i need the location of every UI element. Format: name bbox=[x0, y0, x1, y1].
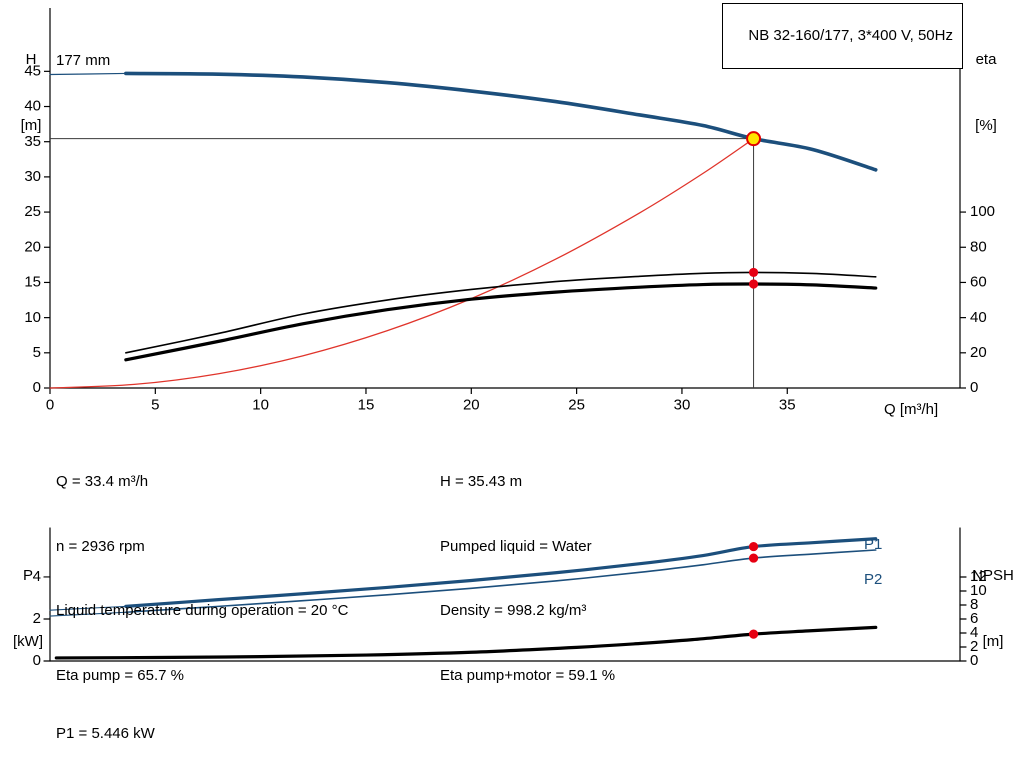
h-axis-symbol: H bbox=[25, 51, 37, 68]
npsh-axis-title: NPSH [m] bbox=[969, 521, 1017, 697]
npsh-axis-unit: [m] bbox=[982, 633, 1004, 650]
info-line-pumped-liquid: Pumped liquid = Water bbox=[440, 537, 592, 555]
q-axis-title: Q [m³/h] bbox=[884, 401, 939, 418]
h-axis-title: H [m] bbox=[13, 5, 49, 181]
npsh-axis-symbol: NPSH bbox=[972, 567, 1014, 584]
info-line-liquid-temp: Liquid temperature during operation = 20… bbox=[56, 602, 349, 619]
eta-axis-symbol: eta bbox=[975, 51, 997, 68]
info-line-h: H = 35.43 m bbox=[440, 473, 523, 490]
duty-info-right: H = 35.43 m Pumped liquid = Water Densit… bbox=[440, 428, 615, 729]
impeller-diameter-label: 177 mm bbox=[56, 52, 111, 69]
p1-curve-label: P1 bbox=[864, 536, 883, 553]
info-line-eta-pump: Eta pump = 65.7 % bbox=[56, 666, 184, 684]
info-line-n: n = 2936 rpm bbox=[56, 537, 145, 555]
h-axis-unit: [m] bbox=[20, 117, 42, 134]
pump-type-label: NB 32-160/177, 3*400 V, 50Hz bbox=[748, 27, 953, 44]
duty-info-left: Q = 33.4 m³/h n = 2936 rpm Liquid temper… bbox=[56, 428, 348, 729]
info-line-eta-pump-motor: Eta pump+motor = 59.1 % bbox=[440, 666, 616, 684]
pump-type-box: NB 32-160/177, 3*400 V, 50Hz bbox=[721, 3, 963, 69]
info-line-q: Q = 33.4 m³/h bbox=[56, 473, 149, 490]
p-axis-title: P [kW] bbox=[10, 521, 46, 697]
power-info: P1 = 5.446 kW P2 = 4.899 kW NPSH = 3.84 … bbox=[56, 680, 398, 781]
p-axis-unit: [kW] bbox=[13, 633, 43, 650]
p2-curve-label: P2 bbox=[864, 571, 883, 588]
eta-axis-title: eta [%] bbox=[966, 5, 1006, 181]
info-line-density: Density = 998.2 kg/m³ bbox=[440, 602, 587, 619]
p-axis-symbol: P bbox=[22, 567, 33, 584]
info-line-p1: P1 = 5.446 kW bbox=[56, 725, 155, 742]
eta-axis-unit: [%] bbox=[975, 117, 997, 134]
